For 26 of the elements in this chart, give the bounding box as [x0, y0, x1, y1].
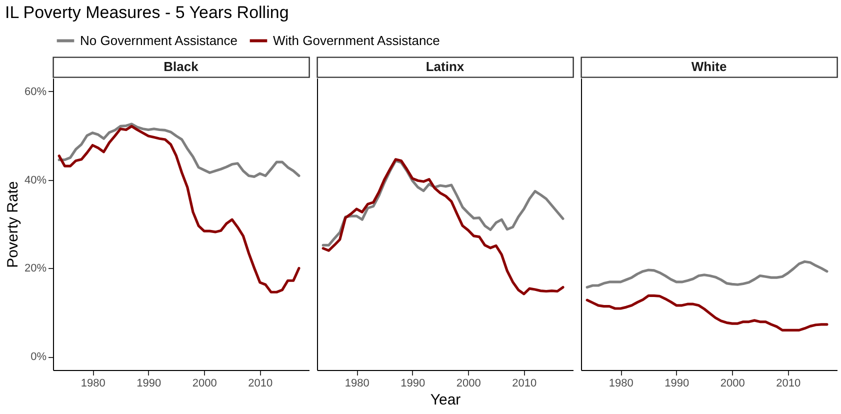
- y-tick-label: 60%: [24, 86, 47, 98]
- y-axis-title: Poverty Rate: [4, 181, 22, 268]
- y-tick-label: 40%: [24, 174, 47, 186]
- x-tick-label: 1990: [136, 378, 162, 390]
- chart-subtitle: White: [691, 59, 727, 74]
- x-tick-label: 2010: [776, 378, 801, 390]
- x-tick-label: 1990: [664, 378, 690, 390]
- x-axis-title: Year: [430, 392, 461, 408]
- x-tick-label: 1980: [80, 378, 106, 390]
- x-tick-label: 2010: [248, 378, 273, 390]
- line-series: [58, 122, 300, 178]
- legend-label: No Government Assistance: [80, 32, 238, 48]
- line-series: [58, 124, 300, 294]
- x-tick-label: 2000: [720, 378, 745, 390]
- y-tick-label: 0%: [30, 351, 47, 364]
- chart-subtitle: Latinx: [426, 59, 465, 74]
- x-tick-label: 1990: [400, 378, 426, 390]
- chart-title: IL Poverty Measures - 5 Years Rolling: [4, 3, 289, 22]
- y-tick-label: 20%: [24, 262, 47, 275]
- x-tick-label: 1980: [608, 378, 634, 390]
- legend-label: With Government Assistance: [273, 32, 440, 48]
- x-tick-label: 2010: [512, 378, 537, 390]
- x-tick-label: 2000: [192, 378, 217, 390]
- x-tick-label: 1980: [344, 378, 370, 390]
- x-tick-label: 2000: [456, 378, 481, 390]
- chart-subtitle: Black: [164, 59, 200, 74]
